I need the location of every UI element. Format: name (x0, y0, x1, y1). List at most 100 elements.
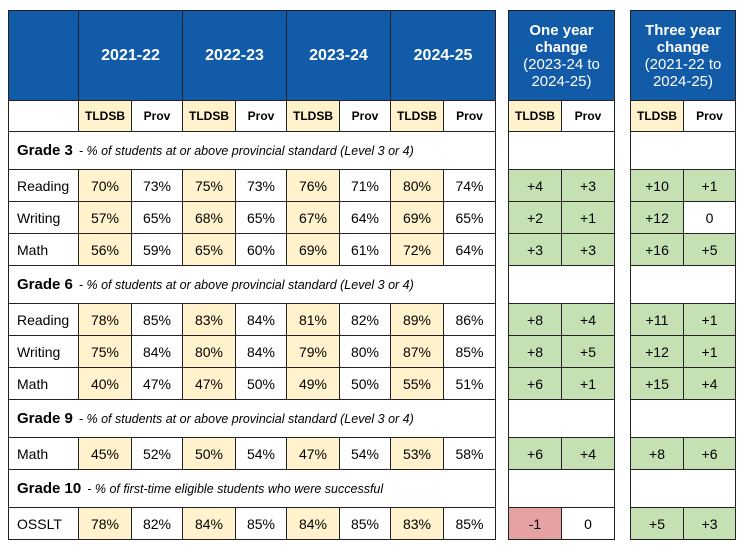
value: 47% (286, 437, 340, 470)
description: - % of students at or above provincial s… (78, 143, 414, 158)
change-value: +4 (561, 437, 615, 470)
value: 83% (182, 303, 236, 336)
value: 81% (286, 303, 340, 336)
change-value: +2 (508, 201, 562, 234)
value: 54% (235, 437, 287, 470)
description: - % of first-time eligible students who … (87, 481, 384, 496)
value: 85% (443, 507, 496, 540)
value: 75% (182, 169, 236, 202)
header-line: One year (529, 21, 594, 39)
section-header: Grade 3 - % of students at or above provi… (8, 131, 496, 170)
row-label: Math (8, 437, 79, 470)
value: 65% (131, 201, 183, 234)
subheader: Prov (339, 100, 391, 132)
change-value: +1 (683, 335, 736, 368)
change-value: +1 (561, 367, 615, 400)
change-value: +10 (630, 169, 684, 202)
subheader: TLDSB (508, 100, 562, 132)
section-header: Grade 6 - % of students at or above provi… (8, 265, 496, 304)
header-line: 2024-25) (531, 72, 592, 90)
subheader: Prov (561, 100, 615, 132)
header-line: Three year (645, 21, 721, 39)
year-header: 2024-25 (390, 10, 496, 101)
value: 61% (339, 233, 391, 266)
change-value: +16 (630, 233, 684, 266)
value: 83% (390, 507, 444, 540)
row-label: Math (8, 367, 79, 400)
section-blank (508, 265, 615, 304)
value: 73% (235, 169, 287, 202)
value: 65% (235, 201, 287, 234)
value: 79% (286, 335, 340, 368)
change-value: +8 (508, 335, 562, 368)
value: 84% (131, 335, 183, 368)
value: 47% (131, 367, 183, 400)
value: 60% (235, 233, 287, 266)
value: 49% (286, 367, 340, 400)
section-blank (630, 399, 736, 438)
subheader: TLDSB (286, 100, 340, 132)
value: 85% (443, 335, 496, 368)
change-value: +12 (630, 201, 684, 234)
section-blank (508, 131, 615, 170)
value: 69% (390, 201, 444, 234)
section-header: Grade 9 - % of students at or above provi… (8, 399, 496, 438)
value: 87% (390, 335, 444, 368)
change-value: +3 (683, 507, 736, 540)
value: 54% (339, 437, 391, 470)
value: 59% (131, 233, 183, 266)
row-label: Writing (8, 201, 79, 234)
change-value: +4 (683, 367, 736, 400)
value: 69% (286, 233, 340, 266)
value: 84% (235, 303, 287, 336)
value: 74% (443, 169, 496, 202)
change-value: +8 (630, 437, 684, 470)
value: 78% (78, 507, 132, 540)
section-blank (508, 469, 615, 508)
subheader: TLDSB (630, 100, 684, 132)
value: 65% (182, 233, 236, 266)
year-header: 2023-24 (286, 10, 391, 101)
change-value: +5 (630, 507, 684, 540)
value: 84% (235, 335, 287, 368)
value: 89% (390, 303, 444, 336)
change-header: One year change (2023-24 to 2024-25) (508, 10, 615, 101)
subheader: Prov (683, 100, 736, 132)
value: 85% (235, 507, 287, 540)
value: 73% (131, 169, 183, 202)
subheader: Prov (235, 100, 287, 132)
value: 82% (339, 303, 391, 336)
value: 50% (235, 367, 287, 400)
value: 40% (78, 367, 132, 400)
value: 65% (443, 201, 496, 234)
header-line: change (535, 38, 588, 56)
value: 45% (78, 437, 132, 470)
change-value: +3 (508, 233, 562, 266)
header-line: (2021-22 to (644, 55, 722, 73)
value: 67% (286, 201, 340, 234)
value: 57% (78, 201, 132, 234)
subheader: Prov (131, 100, 183, 132)
value: 47% (182, 367, 236, 400)
change-value: +6 (683, 437, 736, 470)
header-line: 2024-25) (652, 72, 714, 90)
change-value: +8 (508, 303, 562, 336)
subheader: TLDSB (390, 100, 444, 132)
value: 85% (131, 303, 183, 336)
value: 80% (390, 169, 444, 202)
year-header: 2022-23 (182, 10, 287, 101)
section-header: Grade 10 - % of first-time eligible stude… (8, 469, 496, 508)
year-header: 2021-22 (78, 10, 183, 101)
value: 55% (390, 367, 444, 400)
value: 80% (182, 335, 236, 368)
grade: Grade 3 (17, 142, 73, 159)
change-value: +3 (561, 169, 615, 202)
change-value: +1 (561, 201, 615, 234)
value: 70% (78, 169, 132, 202)
description: - % of students at or above provincial s… (78, 411, 414, 426)
value: 50% (339, 367, 391, 400)
value: 80% (339, 335, 391, 368)
change-value: +4 (508, 169, 562, 202)
change-value: +4 (561, 303, 615, 336)
